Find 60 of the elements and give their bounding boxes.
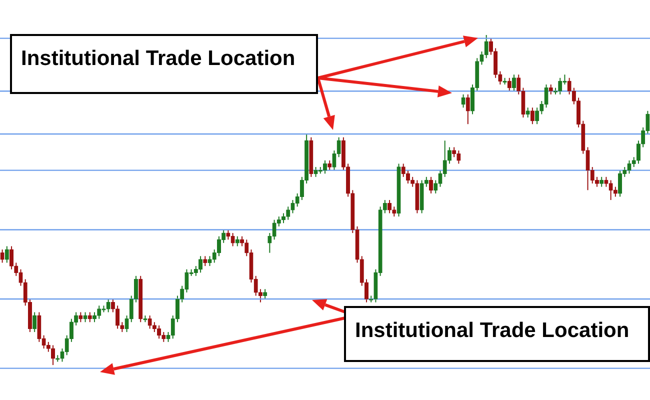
candlestick [424,176,428,188]
candlestick [535,107,540,125]
annotation: Institutional Trade Location [10,34,318,94]
candlestick [78,312,83,323]
candlestick [498,70,502,86]
candlestick [50,344,56,366]
candlestick [110,298,115,313]
candlestick [484,34,488,59]
candlestick [516,74,521,95]
candlestick [203,256,208,267]
candlestick [447,146,452,164]
candlestick [162,332,166,342]
candlestick [208,256,212,267]
candlestick [452,146,456,158]
candlestick [97,305,102,320]
candlestick [530,107,534,125]
candlestick [116,305,120,330]
candlestick [360,256,364,286]
candlestick [32,312,37,333]
candlestick [258,288,262,303]
candlestick [120,322,124,333]
candlestick [240,236,244,247]
candlestick [88,312,92,323]
candlestick [636,140,641,164]
candlestick [494,48,498,78]
candlestick [314,166,318,178]
candlestick [328,160,332,171]
candlestick [600,176,604,188]
candlestick [322,160,328,174]
candlestick [286,206,290,220]
candlestick [632,156,636,168]
candlestick [263,288,268,300]
annotation: Institutional Trade Location [344,306,650,362]
candlestick [406,170,410,184]
candlestick [526,107,530,118]
candlestick [434,180,438,194]
candlestick [572,87,576,105]
candlestick [488,38,493,56]
candlestick [148,315,152,330]
candlestick [46,341,50,352]
candlestick [134,275,138,303]
candlestick [281,212,286,224]
candlestick [466,94,470,125]
candlestick [92,312,97,323]
candlestick [392,206,396,218]
candlestick [429,176,434,194]
candlestick [364,278,369,303]
candlestick [507,77,512,92]
candlestick [4,246,9,264]
candlestick [548,84,553,95]
candlestick [613,186,618,198]
candlestick [382,200,387,214]
candlestick [106,298,110,313]
candlestick [618,170,622,198]
candlestick [9,246,14,270]
candlestick [512,74,516,92]
candlestick [235,236,240,247]
candlestick [558,77,562,95]
candlestick [388,200,392,214]
candlestick [567,77,572,95]
